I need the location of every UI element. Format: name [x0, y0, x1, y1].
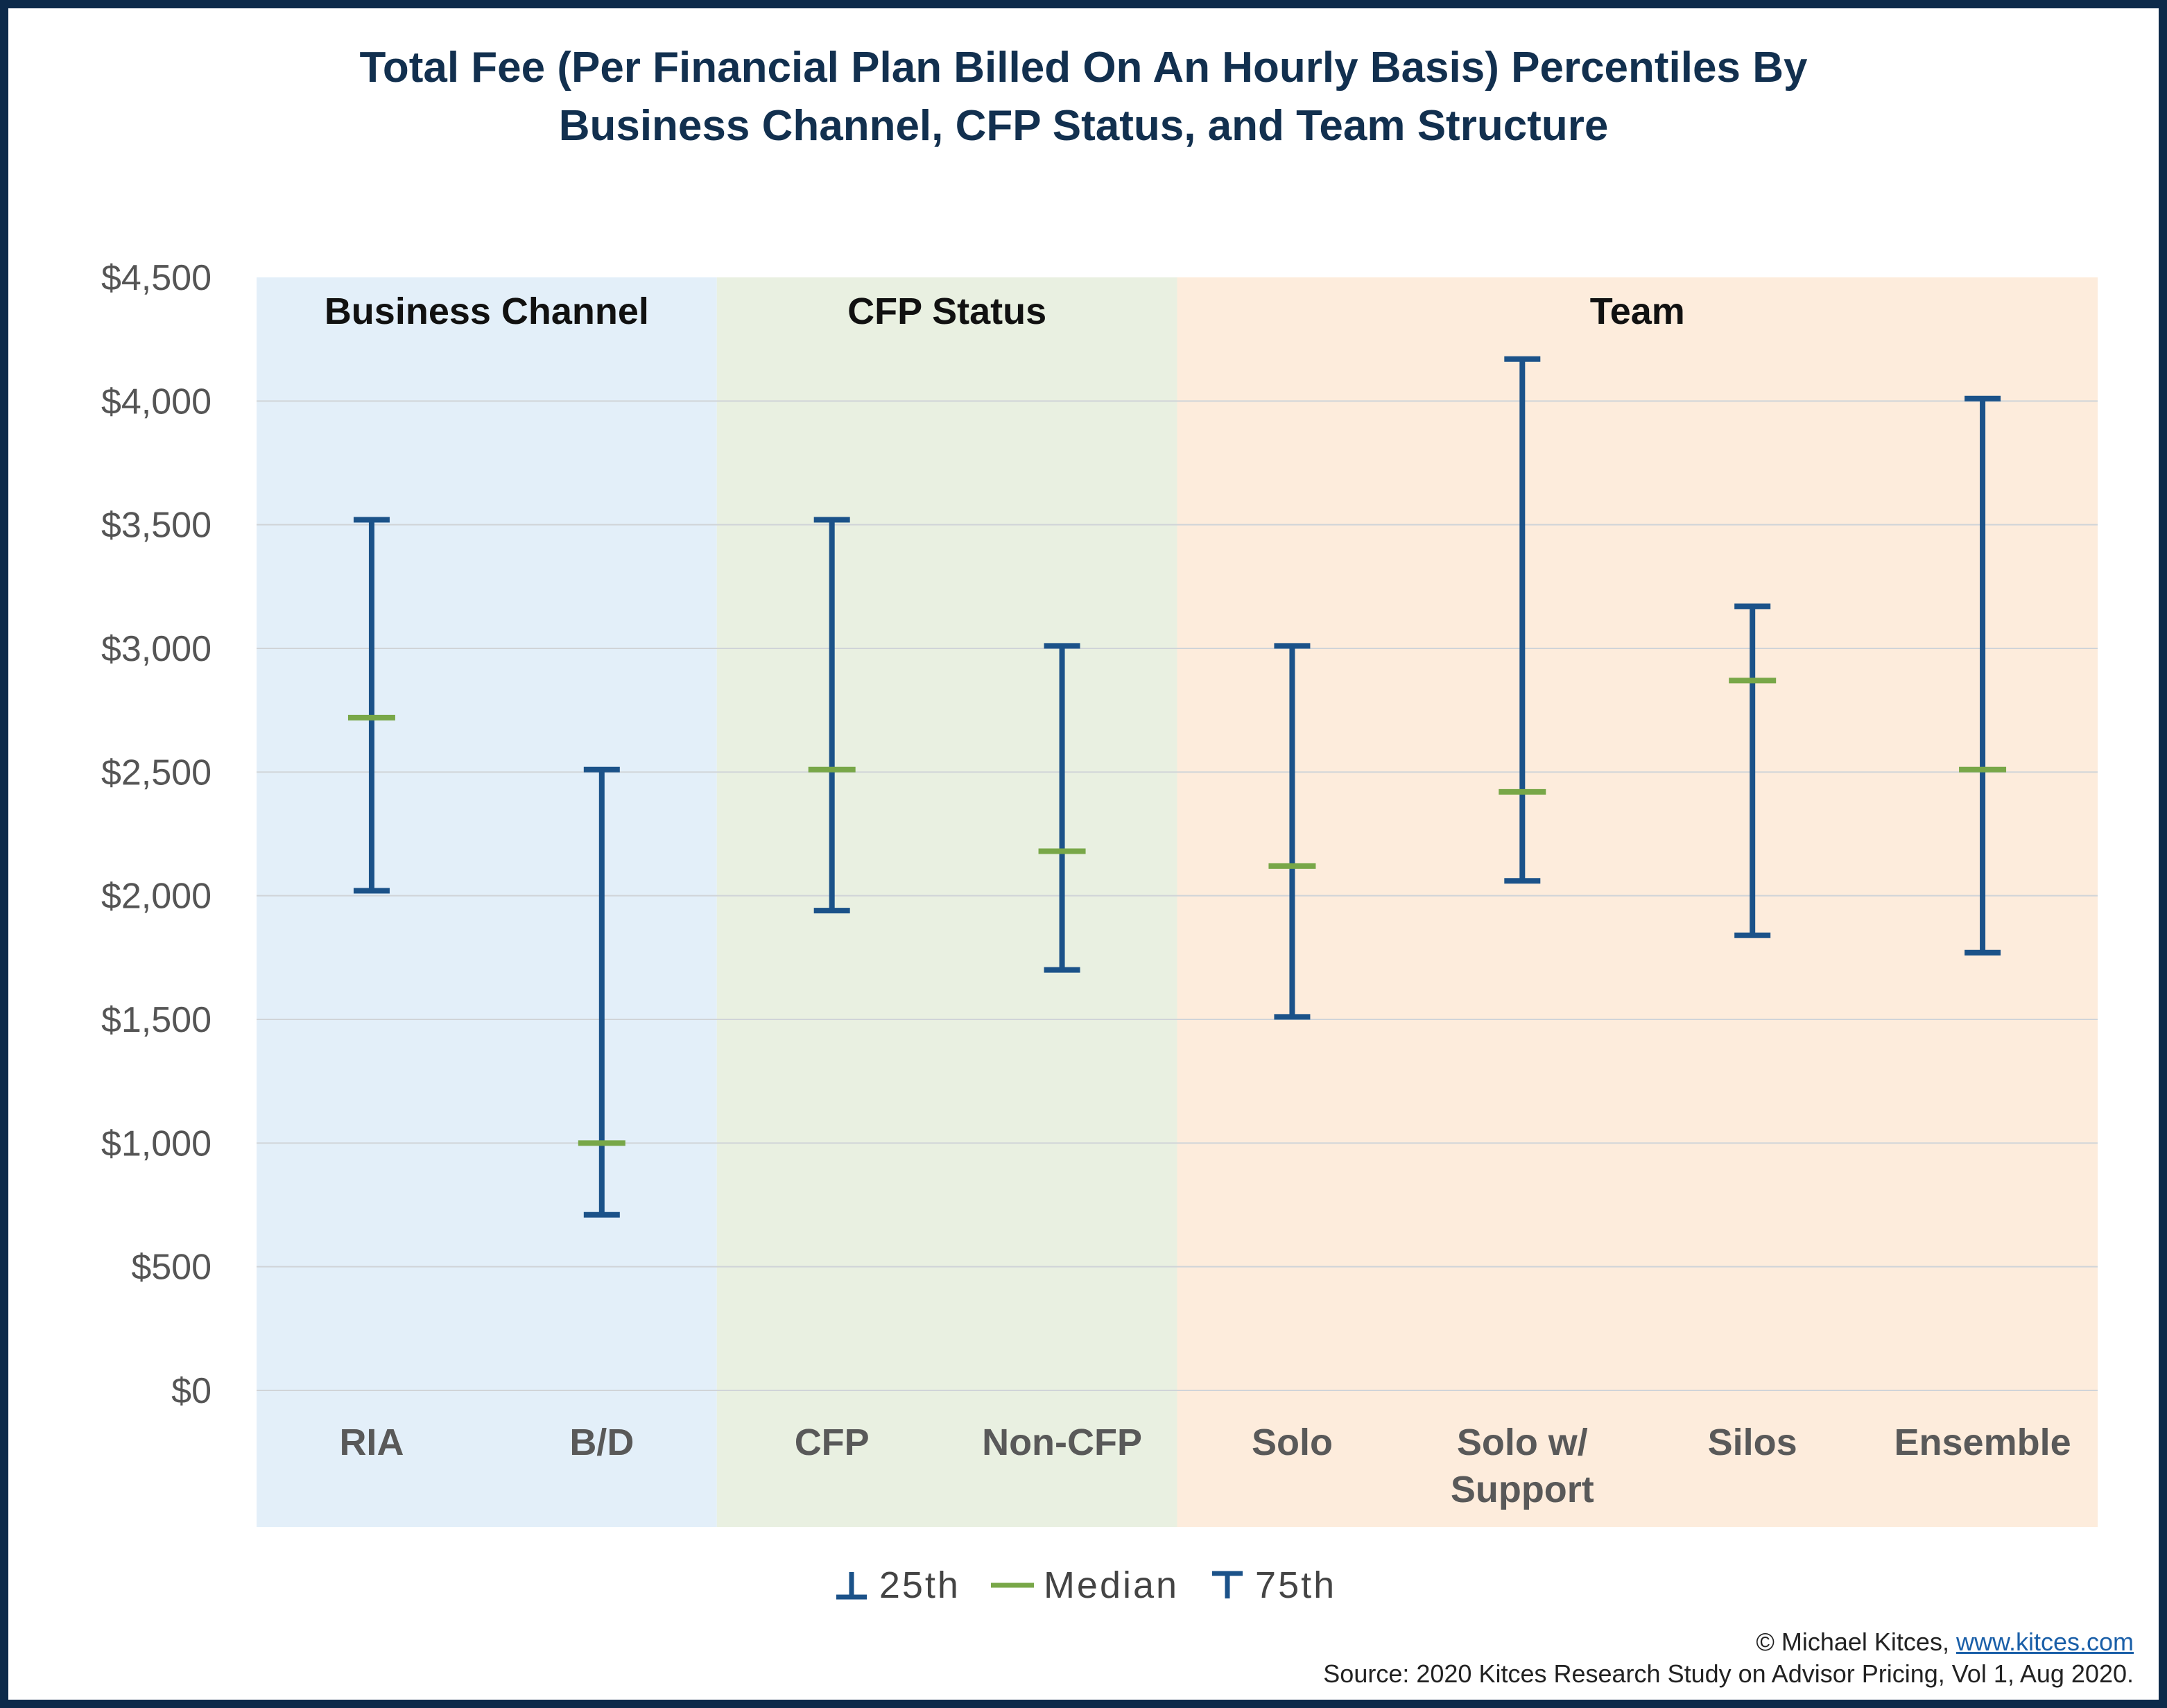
- y-tick-label: $4,000: [101, 381, 211, 422]
- chart-title-line-2: Business Channel, CFP Status, and Team S…: [558, 102, 1609, 150]
- y-tick-label: $1,000: [101, 1123, 211, 1164]
- group-panel-1: [716, 277, 1177, 1527]
- legend-item-25th: 25th: [831, 1564, 960, 1607]
- legend-item-median: Median: [988, 1564, 1179, 1607]
- legend: 25th Median 75th: [0, 1564, 2167, 1607]
- x-category-label: Ensemble: [1894, 1422, 2071, 1463]
- group-label-1: CFP Status: [847, 291, 1046, 332]
- legend-25th-marker: [836, 1572, 867, 1600]
- group-panel-0: [257, 277, 717, 1527]
- x-category-label: Silos: [1708, 1422, 1797, 1463]
- x-category-label: B/D: [569, 1422, 634, 1463]
- group-label-0: Business Channel: [325, 291, 649, 332]
- chart-title: Total Fee (Per Financial Plan Billed On …: [0, 39, 2167, 155]
- source-credit: © Michael Kitces, www.kitces.com Source:…: [1323, 1626, 2134, 1690]
- kitces-link[interactable]: www.kitces.com: [1956, 1628, 2134, 1656]
- legend-median-marker: [990, 1582, 1034, 1588]
- y-tick-label: $3,500: [101, 506, 211, 546]
- x-category-label: Non-CFP: [982, 1422, 1142, 1463]
- legend-75th-marker: [1212, 1571, 1243, 1598]
- copyright-text: © Michael Kitces,: [1756, 1628, 1956, 1656]
- y-tick-label: $2,000: [101, 877, 211, 917]
- y-tick-label: $500: [131, 1248, 211, 1288]
- legend-75th-label: 75th: [1255, 1564, 1337, 1606]
- x-category-label: Support: [1451, 1469, 1594, 1510]
- x-category-label: CFP: [795, 1422, 870, 1463]
- y-tick-label: $1,500: [101, 1000, 211, 1040]
- y-tick-label: $4,500: [101, 258, 211, 298]
- chart-title-line-1: Total Fee (Per Financial Plan Billed On …: [359, 44, 1808, 92]
- y-tick-label: $0: [171, 1371, 211, 1411]
- x-category-label: Solo: [1252, 1422, 1333, 1463]
- x-category-label: Solo w/: [1457, 1422, 1588, 1463]
- group-label-2: Team: [1590, 291, 1685, 332]
- source-line: Source: 2020 Kitces Research Study on Ad…: [1323, 1659, 2134, 1688]
- legend-median-label: Median: [1043, 1564, 1180, 1606]
- y-tick-label: $2,500: [101, 752, 211, 793]
- legend-item-75th: 75th: [1207, 1564, 1336, 1607]
- legend-25th-label: 25th: [879, 1564, 960, 1606]
- group-panel-2: [1177, 277, 2098, 1527]
- copyright-line: © Michael Kitces, www.kitces.com: [1323, 1626, 2134, 1658]
- y-tick-label: $3,000: [101, 629, 211, 669]
- x-category-label: RIA: [339, 1422, 404, 1463]
